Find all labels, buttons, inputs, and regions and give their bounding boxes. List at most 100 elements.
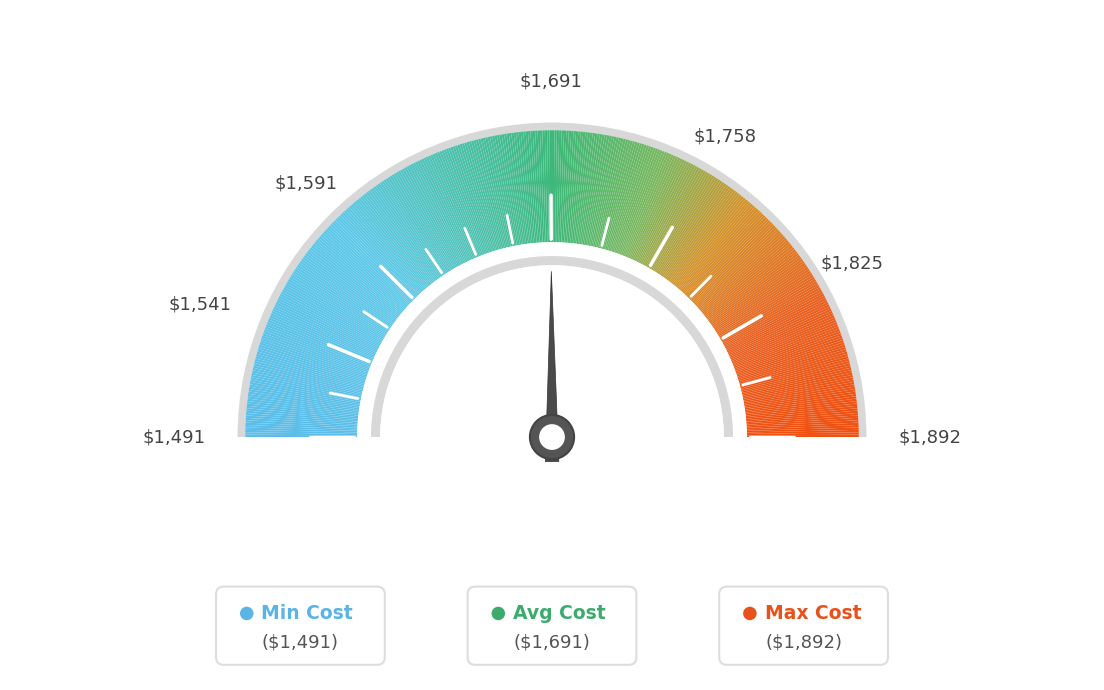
Wedge shape: [308, 249, 399, 319]
Wedge shape: [417, 161, 468, 262]
Wedge shape: [285, 285, 383, 342]
Wedge shape: [375, 185, 442, 277]
Wedge shape: [573, 132, 588, 244]
Wedge shape: [741, 363, 850, 391]
Wedge shape: [746, 408, 858, 420]
Wedge shape: [237, 123, 867, 437]
Wedge shape: [349, 206, 424, 291]
Wedge shape: [298, 263, 392, 328]
Wedge shape: [266, 324, 371, 367]
Wedge shape: [733, 324, 838, 367]
Wedge shape: [739, 351, 847, 384]
Text: ($1,691): ($1,691): [513, 633, 591, 651]
Wedge shape: [319, 236, 405, 310]
Wedge shape: [746, 422, 859, 429]
Wedge shape: [593, 137, 619, 247]
Wedge shape: [564, 131, 574, 243]
Wedge shape: [666, 188, 732, 279]
Wedge shape: [650, 172, 708, 269]
Circle shape: [743, 607, 756, 620]
Wedge shape: [572, 132, 585, 244]
Wedge shape: [448, 148, 488, 254]
Wedge shape: [707, 251, 797, 320]
Wedge shape: [314, 241, 402, 314]
Wedge shape: [687, 215, 765, 297]
Wedge shape: [275, 302, 378, 353]
Wedge shape: [490, 136, 514, 246]
Wedge shape: [337, 217, 416, 298]
Wedge shape: [265, 326, 370, 368]
Wedge shape: [599, 139, 628, 248]
Text: $1,892: $1,892: [899, 428, 962, 446]
Wedge shape: [426, 157, 474, 259]
Wedge shape: [694, 227, 777, 305]
Wedge shape: [497, 135, 519, 246]
Wedge shape: [723, 291, 824, 346]
Wedge shape: [630, 157, 678, 259]
Wedge shape: [488, 137, 512, 246]
Wedge shape: [746, 417, 858, 426]
Wedge shape: [584, 135, 605, 245]
Wedge shape: [625, 152, 669, 257]
Wedge shape: [283, 287, 382, 343]
Wedge shape: [638, 161, 689, 263]
Wedge shape: [743, 380, 853, 402]
Wedge shape: [697, 230, 781, 307]
Wedge shape: [274, 306, 375, 355]
Wedge shape: [492, 136, 516, 246]
Wedge shape: [742, 366, 851, 393]
Wedge shape: [609, 144, 645, 251]
Wedge shape: [648, 170, 707, 268]
Wedge shape: [299, 261, 393, 326]
Wedge shape: [576, 132, 593, 244]
Wedge shape: [635, 159, 684, 262]
Wedge shape: [697, 233, 782, 308]
Wedge shape: [258, 347, 365, 381]
Wedge shape: [628, 155, 673, 258]
Wedge shape: [457, 144, 493, 252]
Wedge shape: [670, 193, 740, 283]
Wedge shape: [255, 356, 364, 387]
Wedge shape: [267, 322, 371, 365]
Wedge shape: [627, 154, 671, 257]
Wedge shape: [563, 130, 571, 243]
Wedge shape: [261, 337, 368, 375]
FancyBboxPatch shape: [719, 586, 888, 665]
Wedge shape: [471, 141, 502, 249]
Wedge shape: [636, 161, 687, 262]
Wedge shape: [739, 349, 847, 383]
Wedge shape: [608, 143, 643, 251]
Wedge shape: [652, 174, 712, 271]
Wedge shape: [390, 175, 450, 272]
Wedge shape: [325, 229, 408, 306]
Wedge shape: [433, 154, 477, 257]
Wedge shape: [714, 266, 808, 330]
Wedge shape: [745, 396, 857, 413]
Wedge shape: [267, 319, 372, 364]
Wedge shape: [453, 146, 490, 253]
Wedge shape: [620, 150, 662, 255]
Wedge shape: [689, 219, 769, 299]
Wedge shape: [268, 317, 373, 362]
Wedge shape: [455, 146, 491, 253]
Wedge shape: [713, 264, 807, 329]
Wedge shape: [371, 256, 733, 437]
Wedge shape: [580, 133, 597, 244]
Wedge shape: [647, 169, 704, 268]
Wedge shape: [664, 186, 731, 279]
Wedge shape: [280, 291, 381, 346]
Wedge shape: [716, 273, 813, 334]
Wedge shape: [565, 131, 576, 243]
Wedge shape: [388, 177, 449, 273]
Wedge shape: [659, 181, 722, 275]
Wedge shape: [275, 304, 376, 354]
Wedge shape: [734, 328, 840, 370]
Wedge shape: [604, 141, 635, 250]
Wedge shape: [370, 189, 437, 280]
Wedge shape: [640, 164, 693, 264]
Wedge shape: [327, 227, 410, 305]
Wedge shape: [383, 179, 446, 274]
Wedge shape: [740, 356, 849, 387]
Wedge shape: [256, 354, 364, 386]
Wedge shape: [616, 148, 656, 254]
